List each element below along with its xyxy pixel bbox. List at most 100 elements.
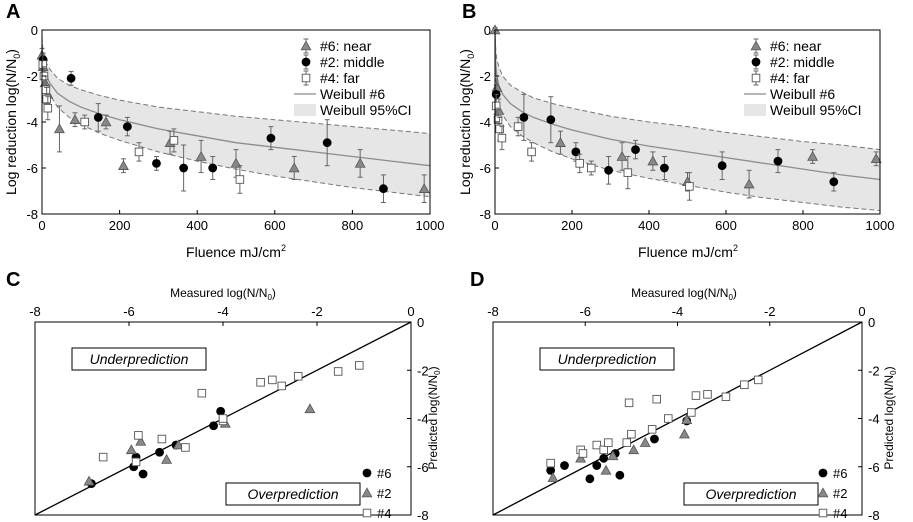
y-tick-label: 0	[417, 315, 424, 330]
data-point-square	[604, 438, 613, 447]
data-point-square	[38, 60, 48, 69]
panel-d-top-xlabel: Measured log(N/N0)	[631, 286, 737, 302]
legend-item: #2: middle	[301, 54, 385, 70]
y-tick-label: -2	[26, 69, 38, 84]
data-point-tri	[135, 435, 147, 446]
x-tick-label: -4	[217, 304, 229, 319]
data-point-circle	[592, 461, 602, 470]
legend-marker-square	[362, 508, 372, 518]
legend-marker-circle	[362, 468, 372, 478]
y-tick-label: -6	[26, 161, 38, 176]
legend-marker-square	[818, 508, 828, 518]
legend-label: #2: middle	[770, 54, 835, 70]
data-point-tri	[547, 471, 559, 482]
panel-a-xlabel: Fluence mJ/cm2	[186, 243, 286, 260]
data-point-circle	[208, 163, 218, 173]
data-point-square	[235, 175, 245, 184]
panel-d-right-ylabel: Predicted log(N/N0)	[882, 366, 898, 469]
y-tick-label: -4	[868, 412, 880, 427]
data-point-tri	[161, 453, 173, 464]
legend-marker-tri	[750, 40, 762, 51]
data-point-circle	[631, 145, 640, 155]
data-point-tri	[807, 150, 819, 161]
legend-label: #4: far	[770, 70, 810, 86]
data-point-tri	[678, 428, 690, 439]
data-point-square	[493, 115, 503, 124]
x-tick-label: 0	[407, 304, 414, 319]
data-point-square	[293, 372, 303, 381]
ci-upper-line	[494, 29, 881, 151]
data-point-circle	[829, 177, 839, 187]
y-tick-label: -4	[479, 115, 491, 130]
panel-d-axes: -8 -6 -4 -2 00 -2 -4 -6 -8	[487, 304, 879, 522]
legend-label: #4	[377, 506, 391, 521]
data-point-square	[268, 375, 277, 385]
data-point-circle	[650, 434, 659, 444]
data-point-square	[527, 147, 536, 157]
legend-label: #6: near	[770, 38, 822, 54]
legend-label: Weibull #6	[320, 86, 385, 102]
x-tick-label: -4	[672, 304, 684, 319]
data-point-square	[685, 182, 694, 191]
legend-item: #2	[817, 486, 847, 501]
data-point-tri	[600, 464, 612, 475]
legend-marker-square	[751, 73, 761, 83]
legend-item: #4: far	[751, 70, 810, 86]
data-point-square	[134, 147, 144, 157]
data-point-square	[497, 133, 507, 143]
data-point-square	[355, 361, 364, 370]
data-point-square	[647, 425, 657, 434]
data-point-tri	[195, 150, 207, 161]
data-point-tri	[554, 137, 566, 147]
legend-marker-tri	[300, 40, 312, 51]
x-tick-label: 1000	[866, 218, 895, 233]
data-point-square	[740, 380, 749, 389]
panel-b-ylabel: Log reduction log(N/N0)	[457, 49, 476, 195]
data-point-square	[42, 94, 51, 104]
legend-swatch	[744, 104, 766, 116]
data-point-circle	[519, 113, 529, 122]
ci-lower-line	[494, 29, 881, 212]
y-tick-label: -2	[417, 363, 429, 378]
y-tick-label: -8	[26, 207, 38, 222]
y-tick-label: -4	[417, 412, 429, 427]
legend-item: #6: near	[750, 38, 822, 54]
panel-c-letter: C	[6, 269, 20, 291]
data-point-tri	[870, 153, 882, 164]
legend-item: #6: near	[300, 38, 372, 54]
data-point-square	[80, 117, 89, 127]
y-tick-label: -6	[868, 460, 880, 475]
x-tick-label: 600	[715, 218, 737, 233]
x-tick-label: 600	[264, 218, 286, 233]
data-point-tri	[118, 160, 129, 170]
legend-label: #6	[377, 466, 391, 481]
legend-item: #6	[818, 466, 847, 481]
legend-marker-tri	[817, 487, 829, 498]
data-point-square	[664, 414, 673, 423]
legend-item: #2: middle	[751, 54, 835, 70]
panel-d-letter: D	[470, 269, 484, 291]
data-point-circle	[152, 158, 161, 168]
data-point-circle	[216, 406, 226, 416]
data-point-tri	[230, 157, 242, 168]
data-point-tri	[100, 116, 112, 127]
panel-d-overprediction-box: Overprediction	[683, 482, 819, 506]
data-point-circle	[660, 163, 669, 173]
data-point-square	[587, 163, 596, 173]
data-point-circle	[179, 163, 189, 173]
data-point-tri	[354, 157, 366, 168]
x-tick-label: 1000	[416, 218, 445, 233]
data-point-square	[703, 390, 712, 399]
legend-item: #4	[362, 506, 391, 521]
panel-c-overprediction-label: Overprediction	[247, 486, 338, 502]
data-point-square	[652, 394, 661, 404]
weibull-line	[494, 29, 881, 181]
panel-c: C Measured log(N/N0) -8 -6 -4 -2 00 -2 -4 -6-8 …	[6, 269, 442, 522]
data-point-circle	[615, 470, 625, 480]
data-point-square	[131, 457, 141, 467]
legend-label: #6: near	[320, 38, 372, 54]
data-point-circle	[546, 115, 556, 125]
data-point-square	[181, 443, 190, 452]
legend-label: Weibull 95%CI	[770, 102, 862, 118]
